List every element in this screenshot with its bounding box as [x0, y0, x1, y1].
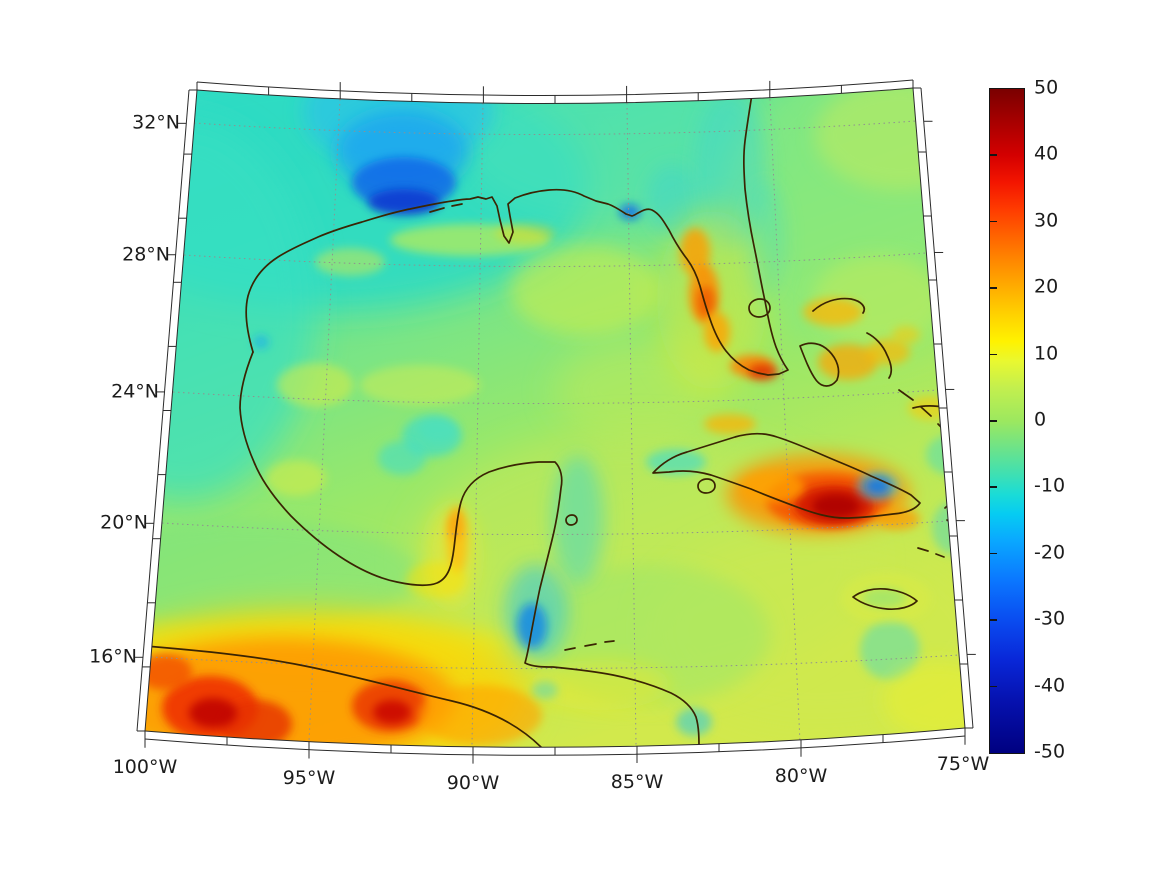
anomaly-blob: [189, 698, 237, 728]
lat-tick-label-24N: 24°N: [111, 380, 159, 403]
lat-tick-label-32N: 32°N: [132, 111, 180, 134]
coastline-louisiana-islands: [429, 203, 463, 213]
graticule-meridian-90w: [471, 102, 484, 746]
graticule-parallel-24n: [172, 389, 939, 405]
graticule: [150, 98, 960, 746]
anomaly-blob: [812, 494, 860, 518]
anomaly-blob: [406, 562, 466, 598]
anomaly-blob: [818, 344, 878, 380]
lat-tick-label-20N: 20°N: [100, 511, 148, 534]
graticule-parallel-28n: [183, 252, 927, 268]
anomaly-blob: [932, 502, 965, 554]
anomaly-blob: [360, 365, 480, 405]
anomaly-blob: [866, 339, 910, 365]
anomaly-blob: [418, 685, 542, 745]
colorbar-tick-mark: [990, 220, 997, 223]
anomaly-blob: [145, 520, 420, 630]
colorbar-tick-label--20: -20: [1034, 541, 1066, 564]
colorbar-tick-label-40: 40: [1034, 142, 1059, 165]
anomaly-blob: [619, 204, 641, 220]
anomaly-blob: [373, 700, 411, 724]
colorbar-tick-mark: [990, 552, 997, 555]
anomaly-blob: [220, 700, 292, 748]
lon-tick-label-90W: 90°W: [446, 772, 500, 794]
anomaly-blob: [860, 620, 920, 680]
islands-bahamas: [799, 297, 962, 433]
lon-tick-label-100W: 100°W: [112, 756, 178, 778]
anomaly-blob: [253, 335, 269, 349]
anomaly-blob: [532, 681, 558, 699]
anomaly-blob: [419, 417, 457, 443]
anomaly-blob: [646, 449, 706, 475]
anomaly-blob: [815, 88, 965, 190]
anomaly-blob: [704, 312, 730, 352]
graticule-parallel-32n: [193, 120, 917, 136]
anomaly-field: [145, 88, 965, 748]
anomaly-blob: [676, 708, 712, 736]
colorbar-tick-label--50: -50: [1034, 740, 1066, 763]
coastline-pacific-centam: [145, 645, 543, 748]
lon-tick-label-75W: 75°W: [936, 753, 990, 775]
coastline-cuba: [652, 432, 921, 519]
map-frame: [134, 79, 976, 764]
colorbar-tick-label-20: 20: [1034, 275, 1059, 298]
anomaly-blob: [883, 662, 965, 738]
colorbar-tick-mark: [990, 619, 997, 621]
colorbar-tick-mark: [990, 420, 997, 422]
anomaly-blob: [145, 654, 192, 690]
colorbar-tick-label-10: 10: [1034, 342, 1059, 365]
anomaly-blob: [368, 189, 440, 215]
lon-tick-label-95W: 95°W: [282, 767, 336, 789]
anomaly-blob: [530, 660, 670, 710]
lat-tick-label-28N: 28°N: [122, 243, 170, 266]
anomaly-blobs: [145, 88, 965, 748]
coastline-mexico-yucatan-centam: [239, 351, 700, 748]
anomaly-blob: [145, 120, 315, 500]
anomaly-blob: [266, 460, 326, 496]
island-isla-juventud: [697, 478, 716, 494]
graticule-meridian-85w: [626, 102, 637, 746]
island-jamaica: [852, 587, 918, 611]
anomaly-blob: [748, 364, 778, 380]
island-cozumel: [565, 514, 578, 526]
graticule-meridian-80w: [769, 98, 801, 743]
anomaly-blob: [680, 228, 710, 276]
anomaly-blob: [876, 508, 920, 530]
graticule-meridian-95w: [308, 98, 341, 743]
graticule-parallel-16n: [150, 654, 960, 670]
anomaly-blob: [552, 455, 604, 585]
anomaly-blob: [892, 326, 920, 344]
colorbar-tick-label-0: 0: [1034, 408, 1047, 431]
anomaly-blob: [315, 248, 385, 276]
anomaly-blob: [803, 298, 863, 326]
anomaly-blob: [704, 414, 756, 434]
frame-line: [196, 79, 914, 97]
colorbar-tick-label--10: -10: [1034, 474, 1066, 497]
islands-bay-honduras: [564, 640, 615, 651]
colorbar-tick-mark: [990, 353, 997, 356]
lon-tick-label-85W: 85°W: [610, 771, 664, 793]
anomaly-blob: [378, 441, 426, 475]
colorbar-tick-mark: [990, 287, 997, 289]
colorbar-tick-mark: [990, 154, 997, 156]
anomaly-blob: [697, 286, 715, 318]
lon-tick-label-80W: 80°W: [774, 765, 828, 787]
anomaly-blob: [277, 363, 353, 407]
colorbar: [989, 88, 1025, 754]
colorbar-tick-label--30: -30: [1034, 607, 1066, 630]
colorbar-tick-label--40: -40: [1034, 674, 1066, 697]
coastlines: [145, 88, 965, 748]
anomaly-blob: [646, 164, 698, 236]
frame-line: [144, 727, 966, 748]
colorbar-tick-label-50: 50: [1034, 76, 1059, 99]
anomaly-blob: [510, 245, 660, 335]
lat-tick-label-16N: 16°N: [89, 645, 137, 668]
colorbar-tick-mark: [990, 685, 997, 688]
colorbar-tick-mark: [990, 486, 997, 488]
colorbar-tick-label-30: 30: [1034, 209, 1059, 232]
anomaly-blob: [862, 588, 906, 608]
lake-okeechobee: [748, 298, 771, 318]
